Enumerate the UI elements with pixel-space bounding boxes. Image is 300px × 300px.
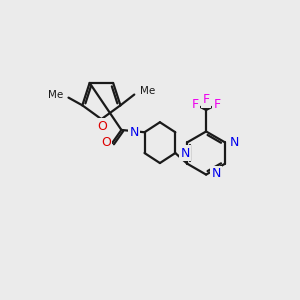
Text: F: F (192, 98, 199, 111)
Text: F: F (202, 93, 210, 106)
Text: Me: Me (140, 86, 155, 97)
Text: N: N (230, 136, 239, 149)
Text: N: N (181, 146, 190, 160)
Text: Me: Me (48, 89, 63, 100)
Text: N: N (130, 126, 139, 139)
Text: O: O (97, 120, 107, 133)
Text: F: F (213, 98, 220, 111)
Text: N: N (212, 167, 221, 180)
Text: O: O (101, 136, 111, 149)
